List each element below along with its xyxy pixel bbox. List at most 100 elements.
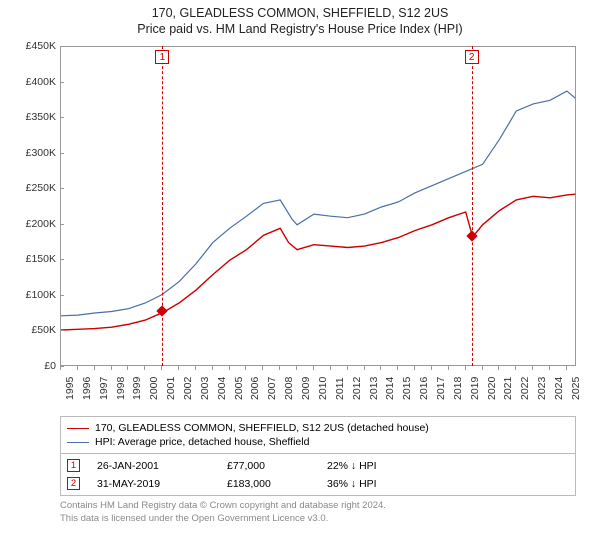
x-axis-tick-label: 1999: [131, 377, 143, 400]
x-axis-tick-label: 2025: [570, 377, 582, 400]
x-axis-tick-mark: [566, 366, 567, 370]
legend-event-price-2: £183,000: [227, 478, 327, 490]
x-axis-tick-mark: [515, 366, 516, 370]
x-axis-tick-mark: [532, 366, 533, 370]
x-axis-tick-label: 2002: [182, 377, 194, 400]
x-axis-tick-label: 2013: [368, 377, 380, 400]
y-axis-tick-label: £350K: [12, 111, 56, 123]
x-axis-tick-label: 2005: [233, 377, 245, 400]
legend-events-box: 1 26-JAN-2001 £77,000 22% ↓ HPI 2 31-MAY…: [60, 454, 576, 496]
x-axis-tick-label: 2024: [553, 377, 565, 400]
legend-event-delta-2: 36% ↓ HPI: [327, 478, 447, 490]
x-axis-tick-mark: [212, 366, 213, 370]
x-axis-tick-label: 2008: [283, 377, 295, 400]
footer-attribution: Contains HM Land Registry data © Crown c…: [60, 500, 588, 526]
y-axis-tick-mark: [60, 295, 64, 296]
legend-swatch-price-paid: [67, 428, 89, 429]
x-axis-tick-label: 1997: [98, 377, 110, 400]
y-axis-tick-label: £200K: [12, 218, 56, 230]
y-axis-tick-mark: [60, 224, 64, 225]
legend-row-price-paid: 170, GLEADLESS COMMON, SHEFFIELD, S12 2U…: [67, 421, 569, 435]
x-axis-tick-mark: [330, 366, 331, 370]
x-axis-tick-label: 1998: [115, 377, 127, 400]
footer-line-1: Contains HM Land Registry data © Crown c…: [60, 500, 588, 513]
event-marker-box: 1: [155, 50, 169, 64]
x-axis-tick-label: 2009: [300, 377, 312, 400]
y-axis-tick-mark: [60, 330, 64, 331]
plot-region: [60, 46, 576, 366]
x-axis-tick-mark: [448, 366, 449, 370]
x-axis-tick-label: 2020: [486, 377, 498, 400]
legend-label-price-paid: 170, GLEADLESS COMMON, SHEFFIELD, S12 2U…: [95, 422, 429, 434]
x-axis-tick-mark: [144, 366, 145, 370]
x-axis-tick-label: 2011: [334, 377, 346, 400]
y-axis-tick-mark: [60, 82, 64, 83]
x-axis-tick-mark: [482, 366, 483, 370]
x-axis-tick-label: 2003: [199, 377, 211, 400]
y-axis-tick-mark: [60, 188, 64, 189]
legend-label-hpi: HPI: Average price, detached house, Shef…: [95, 436, 309, 448]
legend-block: 170, GLEADLESS COMMON, SHEFFIELD, S12 2U…: [60, 416, 576, 496]
x-axis-tick-mark: [549, 366, 550, 370]
x-axis-tick-label: 2010: [317, 377, 329, 400]
y-axis-tick-label: £150K: [12, 253, 56, 265]
legend-event-marker-1: 1: [67, 459, 80, 472]
y-axis-tick-mark: [60, 259, 64, 260]
y-axis-tick-label: £400K: [12, 76, 56, 88]
x-axis-tick-label: 2004: [216, 377, 228, 400]
chart-area: £0 £50K £100K £150K £200K £250K £300K £350K £400…: [12, 42, 588, 412]
chart-subtitle: Price paid vs. HM Land Registry's House …: [12, 22, 588, 36]
event-marker-line: [162, 46, 163, 366]
x-axis-tick-label: 2021: [502, 377, 514, 400]
y-axis-tick-label: £50K: [12, 324, 56, 336]
x-axis-tick-mark: [77, 366, 78, 370]
x-axis-tick-mark: [347, 366, 348, 370]
legend-event-date-2: 31-MAY-2019: [97, 478, 227, 490]
x-axis-tick-label: 2006: [249, 377, 261, 400]
x-axis-tick-mark: [94, 366, 95, 370]
y-axis-tick-mark: [60, 117, 64, 118]
x-axis-tick-mark: [364, 366, 365, 370]
legend-series-box: 170, GLEADLESS COMMON, SHEFFIELD, S12 2U…: [60, 416, 576, 454]
y-axis-tick-label: £300K: [12, 147, 56, 159]
x-axis-tick-mark: [397, 366, 398, 370]
x-axis-tick-mark: [245, 366, 246, 370]
x-axis-tick-label: 2000: [148, 377, 160, 400]
x-axis-tick-label: 1995: [64, 377, 76, 400]
x-axis-tick-label: 2023: [536, 377, 548, 400]
legend-swatch-hpi: [67, 442, 89, 443]
x-axis-tick-mark: [465, 366, 466, 370]
x-axis-tick-mark: [60, 366, 61, 370]
x-axis-tick-mark: [127, 366, 128, 370]
x-axis-tick-mark: [161, 366, 162, 370]
x-axis-tick-label: 2012: [351, 377, 363, 400]
chart-container: 170, GLEADLESS COMMON, SHEFFIELD, S12 2U…: [0, 0, 600, 560]
x-axis-tick-mark: [414, 366, 415, 370]
y-axis-tick-mark: [60, 46, 64, 47]
x-axis-tick-mark: [380, 366, 381, 370]
x-axis-tick-mark: [498, 366, 499, 370]
y-axis-tick-label: £450K: [12, 40, 56, 52]
x-axis-tick-mark: [111, 366, 112, 370]
x-axis-tick-mark: [195, 366, 196, 370]
x-axis-tick-mark: [262, 366, 263, 370]
y-axis-tick-label: £100K: [12, 289, 56, 301]
x-axis-tick-mark: [279, 366, 280, 370]
x-axis-tick-label: 1996: [81, 377, 93, 400]
event-marker-line: [472, 46, 473, 366]
x-axis-tick-label: 2018: [452, 377, 464, 400]
legend-row-hpi: HPI: Average price, detached house, Shef…: [67, 435, 569, 449]
y-axis-tick-label: £250K: [12, 182, 56, 194]
legend-event-date-1: 26-JAN-2001: [97, 460, 227, 472]
legend-event-marker-2: 2: [67, 477, 80, 490]
y-axis-tick-label: £0: [12, 360, 56, 372]
x-axis-tick-label: 2001: [165, 377, 177, 400]
x-axis-tick-mark: [431, 366, 432, 370]
x-axis-tick-label: 2014: [384, 377, 396, 400]
x-axis-tick-label: 2015: [401, 377, 413, 400]
x-axis-tick-label: 2016: [418, 377, 430, 400]
x-axis-tick-label: 2022: [519, 377, 531, 400]
x-axis-tick-label: 2017: [435, 377, 447, 400]
series-svg: [61, 47, 577, 367]
x-axis-tick-label: 2007: [266, 377, 278, 400]
